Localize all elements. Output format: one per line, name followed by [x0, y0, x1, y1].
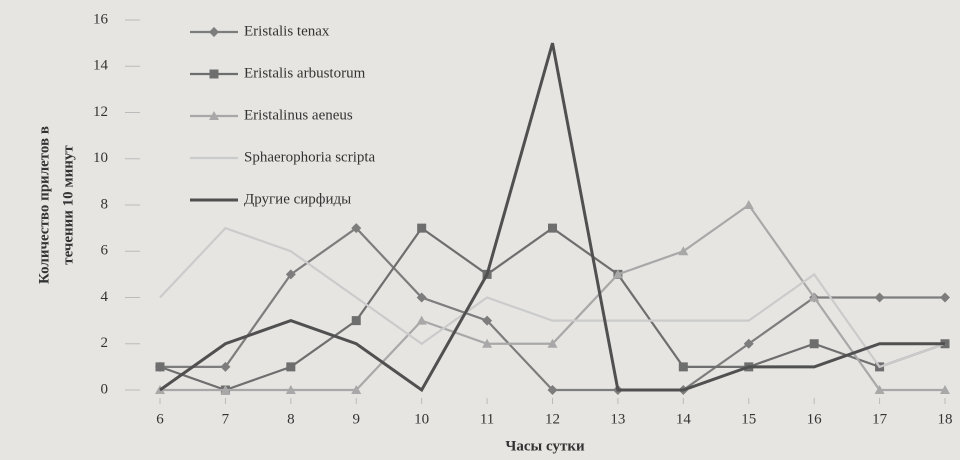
point — [209, 69, 219, 79]
x-tick-label: 18 — [938, 411, 953, 427]
point — [940, 385, 950, 394]
x-tick-label: 10 — [414, 411, 429, 427]
point — [351, 223, 362, 234]
legend-label: Sphaerophoria scripta — [244, 149, 376, 165]
x-tick-label: 6 — [156, 411, 164, 427]
point — [678, 362, 688, 372]
x-tick-label: 7 — [222, 411, 230, 427]
point — [155, 362, 165, 372]
point — [743, 338, 754, 349]
x-tick-label: 14 — [676, 411, 692, 427]
legend-label: Eristalis arbustorum — [244, 65, 366, 81]
point — [482, 315, 493, 326]
legend-label: Eristalinus aeneus — [244, 107, 353, 123]
point — [209, 111, 219, 120]
x-tick-label: 8 — [287, 411, 295, 427]
point — [612, 269, 623, 279]
point — [220, 385, 231, 394]
series-line — [159, 226, 946, 369]
point — [285, 269, 296, 280]
point — [874, 292, 885, 303]
x-axis-label: Часы сутки — [505, 438, 585, 454]
point — [940, 292, 950, 303]
point — [809, 339, 819, 349]
y-tick-label: 8 — [101, 196, 109, 212]
point — [417, 223, 427, 233]
y-tick-label: 2 — [101, 335, 109, 351]
x-tick-label: 11 — [480, 411, 494, 427]
y-tick-label: 10 — [93, 150, 108, 166]
y-tick-label: 4 — [101, 289, 109, 305]
point — [351, 316, 361, 326]
point — [548, 223, 557, 233]
point — [351, 385, 362, 394]
point — [416, 292, 427, 303]
point — [743, 200, 754, 209]
point — [416, 315, 427, 325]
x-tick-label: 17 — [872, 411, 888, 427]
point — [809, 292, 820, 302]
x-tick-label: 16 — [807, 411, 823, 427]
point — [874, 385, 885, 394]
y-axis-label-line: течении 10 минут — [60, 145, 76, 265]
point — [285, 385, 296, 394]
x-tick-label: 9 — [353, 411, 361, 427]
series-line — [159, 42, 945, 393]
x-tick-label: 15 — [741, 411, 756, 427]
point — [678, 246, 689, 256]
legend-label: Другие сирфиды — [244, 191, 351, 207]
y-tick-label: 14 — [93, 58, 109, 74]
y-tick-label: 16 — [93, 11, 109, 27]
point — [547, 338, 558, 348]
y-tick-label: 0 — [101, 381, 109, 397]
y-tick-label: 6 — [101, 243, 109, 259]
point — [220, 361, 231, 372]
y-tick-label: 12 — [93, 104, 108, 120]
point — [209, 27, 219, 37]
x-tick-label: 13 — [610, 411, 625, 427]
y-axis-label: Количество прилетов в течении 10 минут — [36, 126, 76, 284]
point — [482, 338, 493, 348]
x-tick-label: 12 — [545, 411, 560, 427]
point — [547, 385, 558, 395]
y-axis-label-line: Количество прилетов в — [36, 126, 52, 284]
point — [286, 362, 296, 372]
legend-label: Eristalis tenax — [244, 23, 330, 39]
